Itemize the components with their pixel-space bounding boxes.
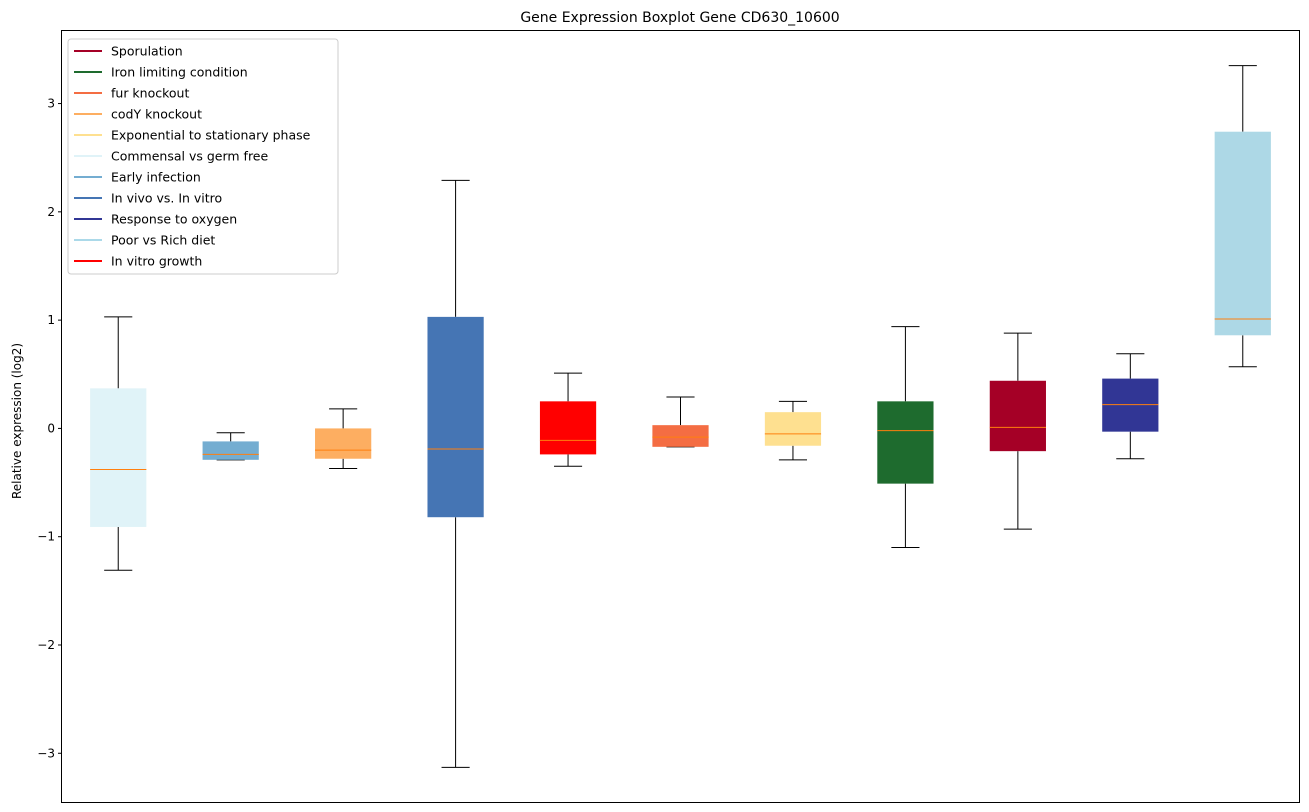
legend-item: In vitro growth	[74, 254, 202, 269]
legend-item: In vivo vs. In vitro	[74, 191, 222, 206]
box-body	[652, 425, 709, 447]
box-body	[202, 441, 259, 460]
legend-item: Commensal vs germ free	[74, 149, 268, 164]
legend-label: Sporulation	[111, 44, 183, 59]
legend-label: In vivo vs. In vitro	[111, 191, 222, 206]
box-body	[764, 412, 822, 446]
box-8	[877, 326, 934, 549]
plot-frame	[61, 30, 1300, 803]
y-axis-ticks: −3 −2 −1 0 1 2 3	[37, 97, 62, 760]
box-body	[539, 401, 597, 455]
legend-label: Early infection	[111, 170, 201, 185]
box-6	[652, 396, 709, 448]
legend-label: In vitro growth	[111, 254, 202, 269]
box-series	[90, 65, 1271, 768]
y-tick-label: −1	[37, 530, 55, 544]
box-5	[539, 372, 597, 467]
legend-label: Poor vs Rich diet	[111, 233, 215, 248]
box-body	[427, 316, 484, 518]
legend-item: Early infection	[74, 170, 201, 185]
box-body	[877, 401, 934, 484]
box-body	[989, 380, 1046, 452]
box-3	[315, 408, 372, 469]
y-tick-label: 2	[47, 205, 55, 219]
box-4	[427, 179, 484, 768]
legend-item: codY knockout	[74, 107, 202, 122]
legend-item: Poor vs Rich diet	[74, 233, 215, 248]
legend-item: Iron limiting condition	[74, 65, 248, 80]
y-tick-label: −3	[37, 746, 55, 760]
legend-label: fur knockout	[111, 86, 189, 101]
legend-item: fur knockout	[74, 86, 189, 101]
legend: Sporulation Iron limiting condition fur kn…	[67, 38, 339, 275]
legend-item: Sporulation	[74, 44, 183, 59]
box-2	[202, 432, 259, 461]
legend-label: Response to oxygen	[111, 212, 237, 227]
box-body	[1102, 378, 1159, 432]
legend-item: Response to oxygen	[74, 212, 237, 227]
box-1	[90, 316, 147, 571]
box-10	[1102, 353, 1159, 460]
box-body	[90, 388, 147, 527]
box-body	[315, 428, 372, 459]
y-tick-label: −2	[37, 638, 55, 652]
box-9	[989, 332, 1046, 530]
box-body	[1214, 131, 1271, 336]
legend-frame	[67, 38, 339, 275]
chart-title: Gene Expression Boxplot Gene CD630_10600	[520, 10, 839, 26]
legend-item: Exponential to stationary phase	[74, 128, 311, 143]
legend-label: Exponential to stationary phase	[111, 128, 311, 143]
y-tick-label: 1	[47, 313, 55, 327]
box-7	[764, 400, 822, 461]
legend-label: Commensal vs germ free	[111, 149, 268, 164]
y-tick-label: 0	[47, 421, 55, 435]
legend-label: codY knockout	[111, 107, 202, 122]
y-tick-label: 3	[47, 97, 55, 111]
box-11	[1214, 65, 1271, 368]
legend-label: Iron limiting condition	[111, 65, 248, 80]
y-axis-label: Relative expression (log2)	[10, 343, 24, 499]
